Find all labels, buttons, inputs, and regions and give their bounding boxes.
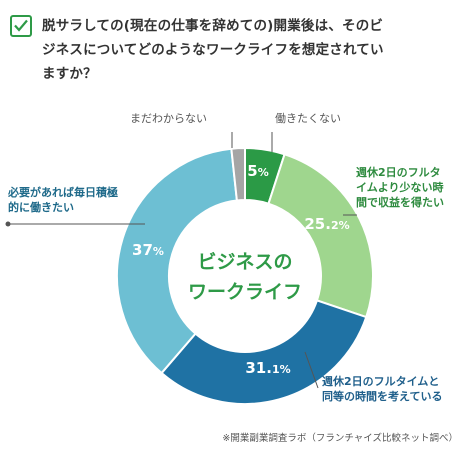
question-line-1: 脱サラしての(現在の仕事を辞めての)開業後は、そのビ (42, 18, 384, 34)
callout-dot (5, 221, 11, 227)
slice-category-label: 週休2日のフルタイムと同等の時間を考えている (322, 374, 442, 403)
donut-slice (267, 153, 374, 319)
donut-slice (160, 299, 368, 405)
question-line-3: ますか？ (42, 66, 97, 82)
slice-category-label: 週休2日のフルタイムより少ない時間で収益を得たい (356, 165, 444, 209)
donut-chart: 5% 働きたくない 25.2% 週休2日のフルタイムより少ない時間で収益を得たい 31.… (5, 112, 444, 405)
question-text: 脱サラしての(現在の仕事を辞めての)開業後は、そのビ ジネスについてどのようなワ… (42, 14, 462, 86)
footnote: ※開業副業調査ラボ（フランチャイズ比較ネット調べ） (222, 433, 458, 444)
donut-slice (230, 146, 246, 202)
slice-value-label: 5% (247, 162, 268, 180)
slice-category-label: 必要があれば毎日積極的に働きたい (7, 185, 118, 214)
donut-slice (116, 147, 238, 375)
question-line-2: ジネスについてどのようなワークライフを想定されてい (42, 42, 384, 58)
question: 脱サラしての(現在の仕事を辞めての)開業後は、そのビ ジネスについてどのようなワ… (10, 14, 462, 86)
callout-line (304, 351, 319, 389)
center-label: ビジネスの (197, 251, 292, 273)
center-label: ワークライフ (188, 281, 302, 303)
slice-category-label: 働きたくない (275, 112, 341, 125)
slice-value-label: 25.2% (304, 215, 349, 233)
checkbox-check-icon (10, 15, 32, 37)
slice-value-label: 31.1% (245, 359, 290, 377)
slice-category-label: まだわからない (130, 112, 207, 125)
slice-value-label: 37% (132, 241, 164, 259)
